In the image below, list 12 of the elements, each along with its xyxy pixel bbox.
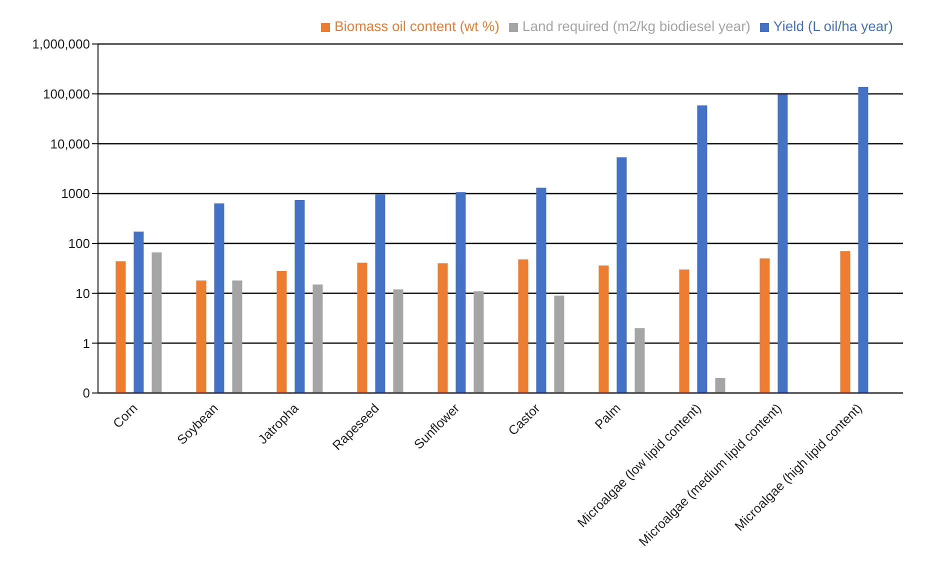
- y-tick-label: 100: [68, 236, 90, 252]
- y-tick-label: 1,000,000: [32, 36, 90, 52]
- y-tick-label: 1000: [61, 186, 90, 202]
- y-tick-label: 0: [82, 386, 90, 401]
- legend-label: Land required (m2/kg biodiesel year): [522, 18, 750, 34]
- legend-label: Yield (L oil/ha year): [773, 18, 893, 34]
- y-tick-label: 10,000: [50, 136, 90, 152]
- y-tick-label: 100,000: [43, 86, 90, 102]
- y-tick-label: 10: [76, 286, 90, 301]
- y-tick-label: 1: [82, 336, 90, 351]
- legend-label: Biomass oil content (wt %): [334, 18, 500, 34]
- x-tick-label: Corn: [110, 400, 140, 432]
